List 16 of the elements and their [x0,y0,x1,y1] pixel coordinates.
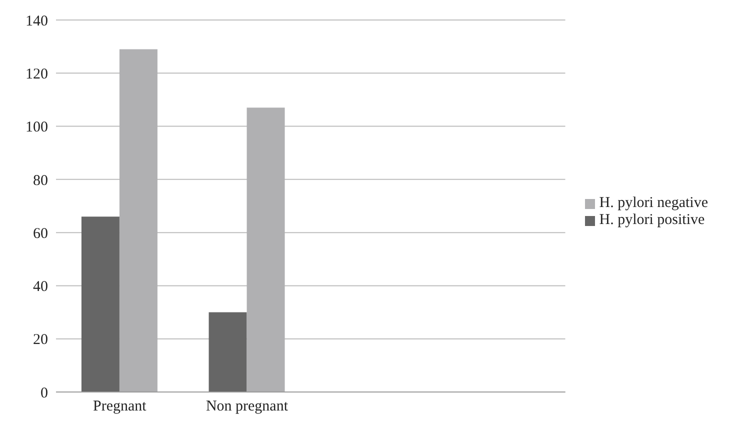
y-tick-label: 140 [26,13,48,30]
bar [246,108,285,392]
legend-label: H. pylori negative [599,195,708,211]
legend-label: H. pylori positive [599,212,705,228]
y-tick-label: 20 [33,332,48,348]
y-tick-label: 0 [40,385,48,402]
y-tick-label: 120 [26,66,48,82]
bar [81,216,120,392]
y-tick-label: 100 [26,120,48,136]
x-tick-label: Non pregnant [206,398,289,415]
bar [208,312,247,392]
bar [119,49,158,392]
x-tick-label: Pregnant [92,398,148,415]
y-tick-label: 40 [33,279,48,296]
y-tick-label: 60 [33,226,48,242]
y-tick-label: 80 [33,172,48,189]
